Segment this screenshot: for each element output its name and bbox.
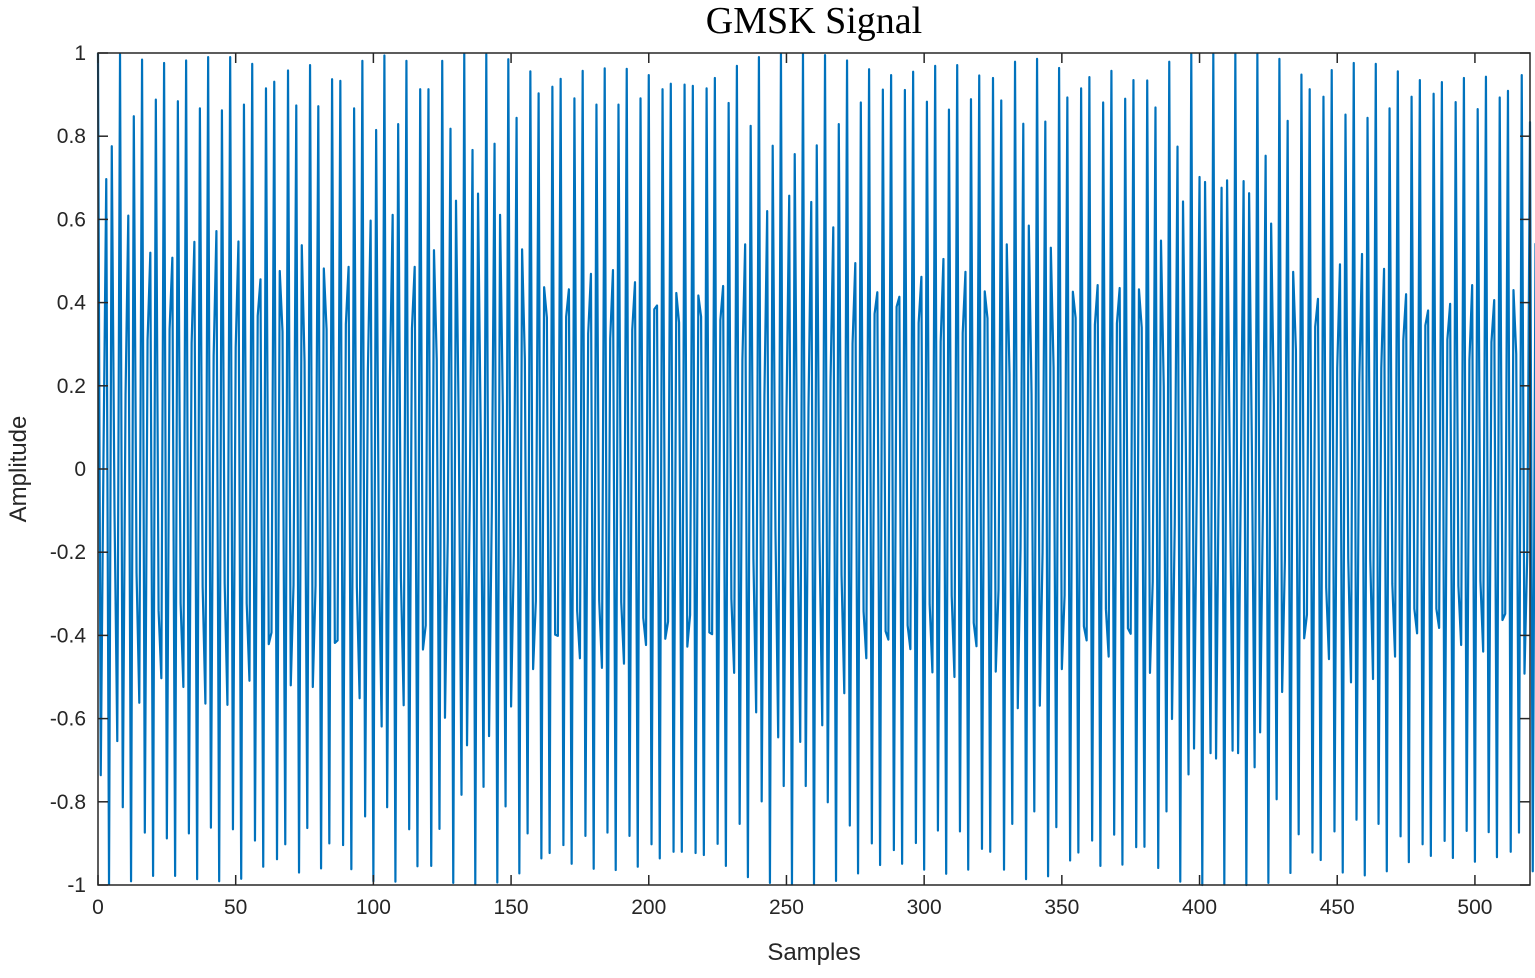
x-tick-label: 350 bbox=[1044, 896, 1079, 919]
x-tick-label: 450 bbox=[1320, 896, 1355, 919]
y-tick-label: 0 bbox=[74, 458, 86, 481]
x-tick-label: 150 bbox=[494, 896, 529, 919]
y-tick-label: 0.4 bbox=[57, 292, 87, 315]
x-tick-label: 200 bbox=[631, 896, 666, 919]
chart-title: GMSK Signal bbox=[706, 0, 922, 42]
y-axis-label: Amplitude bbox=[5, 416, 32, 523]
y-tick-label: -1 bbox=[67, 874, 86, 897]
x-axis-ticks: 0 50 100 150 200 250 300 350 400 450 500 bbox=[92, 53, 1492, 919]
series-layer bbox=[96, 52, 1535, 887]
x-tick-label: 500 bbox=[1457, 896, 1492, 919]
x-tick-label: 300 bbox=[907, 896, 942, 919]
y-tick-label: -0.8 bbox=[50, 791, 86, 814]
y-tick-label: -0.2 bbox=[50, 541, 86, 564]
x-tick-label: 0 bbox=[92, 896, 104, 919]
y-tick-label: -0.4 bbox=[50, 624, 87, 647]
x-axis-label: Samples bbox=[767, 939, 860, 966]
y-tick-label: 1 bbox=[74, 42, 86, 65]
y-tick-label: 0.6 bbox=[57, 208, 86, 231]
x-tick-label: 400 bbox=[1182, 896, 1217, 919]
x-tick-label: 50 bbox=[224, 896, 247, 919]
x-tick-label: 100 bbox=[356, 896, 391, 919]
y-tick-label: -0.6 bbox=[50, 708, 86, 731]
x-tick-label: 250 bbox=[769, 896, 804, 919]
y-tick-label: 0.8 bbox=[57, 125, 86, 148]
series-line-0 bbox=[96, 52, 1535, 887]
y-tick-label: 0.2 bbox=[57, 375, 86, 398]
y-axis-ticks: -1 -0.8 -0.6 -0.4 -0.2 0 0.2 0.4 0.6 0.8 1 bbox=[50, 42, 1530, 897]
